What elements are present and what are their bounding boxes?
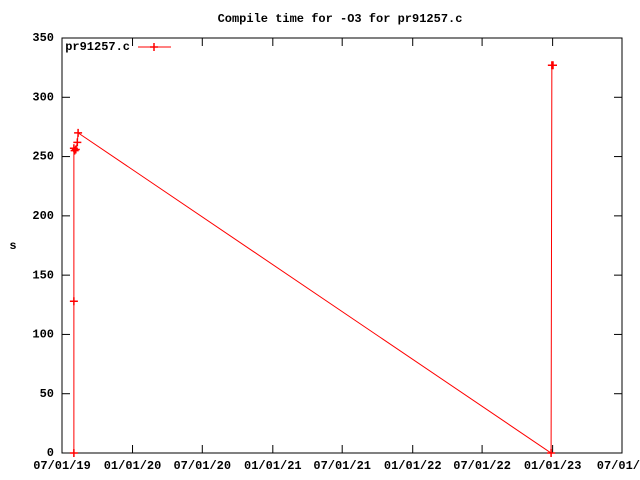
x-tick-label: 07/01/20: [173, 459, 231, 473]
x-tick-label: 07/01/19: [33, 459, 91, 473]
y-tick-label: 300: [32, 90, 54, 104]
y-tick-label: 200: [32, 209, 54, 223]
chart-title: Compile time for -O3 for pr91257.c: [218, 12, 463, 26]
point: [69, 297, 78, 306]
y-tick-label: 100: [32, 328, 54, 342]
x-tick-label: 07/01/22: [453, 459, 511, 473]
point: [547, 449, 556, 457]
series-line: [73, 64, 554, 454]
legend-label: pr91257.c: [65, 40, 130, 54]
y-axis-label: s: [9, 239, 16, 253]
point: [71, 145, 80, 154]
legend-marker: [150, 43, 158, 51]
point: [549, 61, 558, 70]
x-tick-label: 01/01/21: [244, 459, 302, 473]
x-tick-label: 01/01/23: [524, 459, 582, 473]
point: [70, 146, 79, 155]
y-tick-label: 250: [32, 150, 54, 164]
x-tick-label: 07/01/21: [313, 459, 371, 473]
y-tick-label: 0: [47, 446, 54, 460]
x-tick-label: 07/01/2: [597, 459, 640, 473]
y-tick-label: 150: [32, 268, 54, 282]
y-tick-label: 350: [32, 31, 54, 45]
point: [69, 449, 78, 457]
x-tick-label: 01/01/20: [104, 459, 162, 473]
y-tick-label: 50: [40, 387, 54, 401]
point: [73, 138, 82, 147]
x-tick-label: 01/01/22: [384, 459, 442, 473]
point: [74, 128, 83, 137]
